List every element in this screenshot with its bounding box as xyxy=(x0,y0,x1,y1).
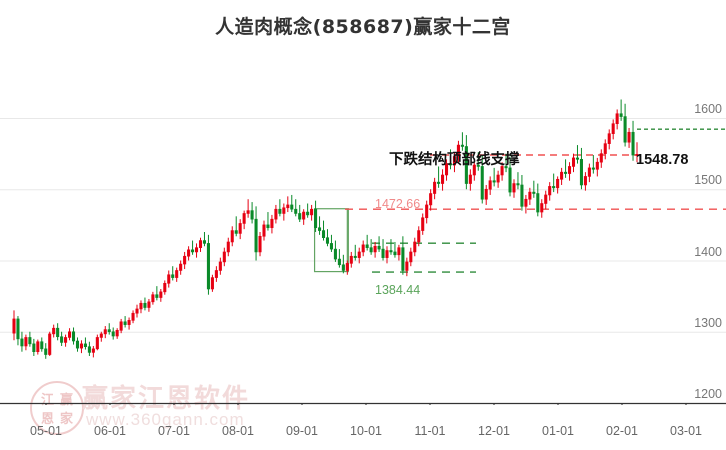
x-axis-tick: 08-01 xyxy=(222,424,254,438)
x-axis-tick: 11-01 xyxy=(414,424,446,438)
y-axis-tick: 1400 xyxy=(694,244,722,259)
structure-note-label: 下跌结构顶部线支撑 xyxy=(389,152,520,168)
x-axis-tick: 06-01 xyxy=(94,424,126,438)
page-title: 人造肉概念(858687)赢家十二宫 xyxy=(215,16,511,38)
candlestick-plot xyxy=(0,60,726,405)
plot-svg xyxy=(0,99,726,405)
y-axis-tick: 1300 xyxy=(694,315,722,330)
x-axis-tick: 09-01 xyxy=(286,424,318,438)
y-axis-tick: 1600 xyxy=(694,102,722,116)
x-axis-tick: 05-01 xyxy=(30,424,62,438)
x-axis-tick: 01-01 xyxy=(542,424,574,438)
x-axis-tick: 12-01 xyxy=(478,424,510,438)
support-level-label: 1384.44 xyxy=(375,283,421,297)
x-axis-tick: 02-01 xyxy=(606,424,638,438)
current-price-label: 1548.78 xyxy=(636,152,689,168)
x-axis-tick: 10-01 xyxy=(350,424,382,438)
x-axis-tick: 07-01 xyxy=(158,424,190,438)
y-axis-tick: 1500 xyxy=(694,173,722,188)
y-axis-tick: 1200 xyxy=(694,387,722,401)
resistance-level-label: 1472.66 xyxy=(375,197,421,211)
x-axis-tick: 03-01 xyxy=(670,424,702,438)
